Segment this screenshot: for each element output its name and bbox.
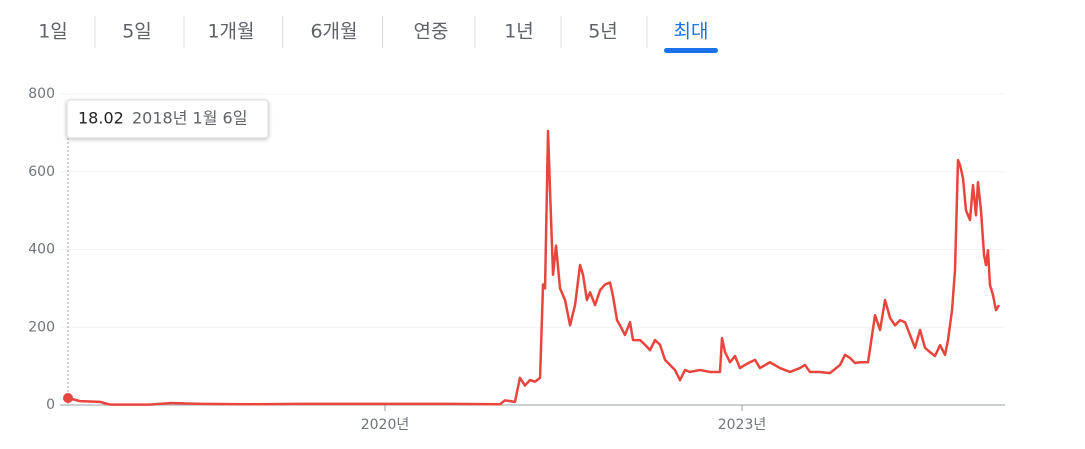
tab[interactable]: 1개월: [207, 21, 254, 43]
y-tick-label: 800: [28, 86, 55, 102]
y-tick-label: 200: [28, 319, 55, 335]
x-tick-label: 2023년: [718, 417, 767, 433]
tab[interactable]: 1년: [504, 21, 534, 43]
plot: 0 200 400 600 800 2020년 2023년: [28, 86, 1005, 433]
tooltip-box: [66, 99, 269, 139]
tooltip: 18.02 2018년 1월 6일: [66, 99, 269, 139]
y-tick-label: 600: [28, 164, 55, 180]
tab[interactable]: 연중: [414, 21, 449, 43]
tooltip-date: 2018년 1월 6일: [132, 109, 247, 128]
hover-dot: [62, 392, 73, 403]
tab[interactable]: 5일: [122, 21, 152, 43]
price-line: [67, 129, 1001, 406]
tooltip-value: 18.02: [78, 109, 124, 128]
tab[interactable]: 5년: [588, 21, 618, 43]
y-tick-label: 400: [28, 242, 55, 258]
y-tick-label: 0: [46, 397, 55, 413]
tab-underline: [664, 48, 718, 53]
tab-bar: 1일 5일 1개월 6개월 연중 1년 5년 최대: [38, 16, 718, 53]
tab[interactable]: 6개월: [310, 21, 357, 43]
x-tick-label: 2020년: [361, 417, 410, 433]
tab[interactable]: 1일: [38, 21, 68, 43]
tab[interactable]: 최대: [674, 21, 709, 43]
